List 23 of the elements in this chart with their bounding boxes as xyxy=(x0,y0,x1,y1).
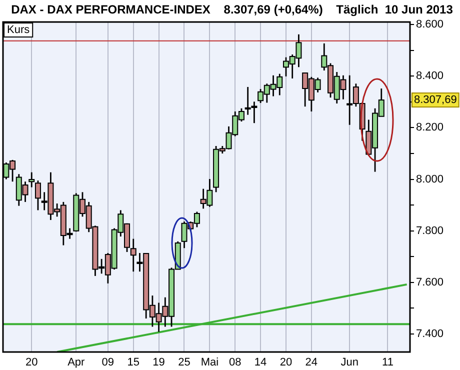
x-tick-label: 09 xyxy=(102,356,114,369)
x-tick-label: 08 xyxy=(228,356,242,369)
x-tick-label: Apr xyxy=(68,356,86,369)
x-tick-label: 20 xyxy=(280,356,292,369)
y-axis-title: Kurs xyxy=(7,24,30,36)
x-tick-label: 14 xyxy=(254,356,267,369)
y-tick-label: 8.400 xyxy=(416,70,444,82)
text: 8.307,69 xyxy=(414,94,457,106)
y-tick-label: 7.800 xyxy=(416,224,444,237)
x-tick-label: 20 xyxy=(25,356,38,369)
y-tick-label: 8.200 xyxy=(416,122,444,134)
x-tick-label: Jun xyxy=(340,356,358,369)
x-tick-label: 15 xyxy=(127,356,140,369)
y-tick-label: 8.600 xyxy=(416,18,444,31)
y-tick-label: 7.600 xyxy=(416,276,444,288)
y-tick-label: 8.000 xyxy=(416,173,444,186)
x-tick-label: 19 xyxy=(152,356,165,369)
y-tick-label: 7.400 xyxy=(416,328,444,340)
x-tick-label: 24 xyxy=(305,356,318,369)
x-tick-label: Mai xyxy=(200,356,219,369)
x-tick-label: 11 xyxy=(382,356,394,369)
x-tick-label: 25 xyxy=(178,356,190,369)
chart-title: DAX - DAX PERFORMANCE-INDEX 8.307,69 (+0,64%) Täglich 10 Jun 2013 xyxy=(11,2,454,16)
